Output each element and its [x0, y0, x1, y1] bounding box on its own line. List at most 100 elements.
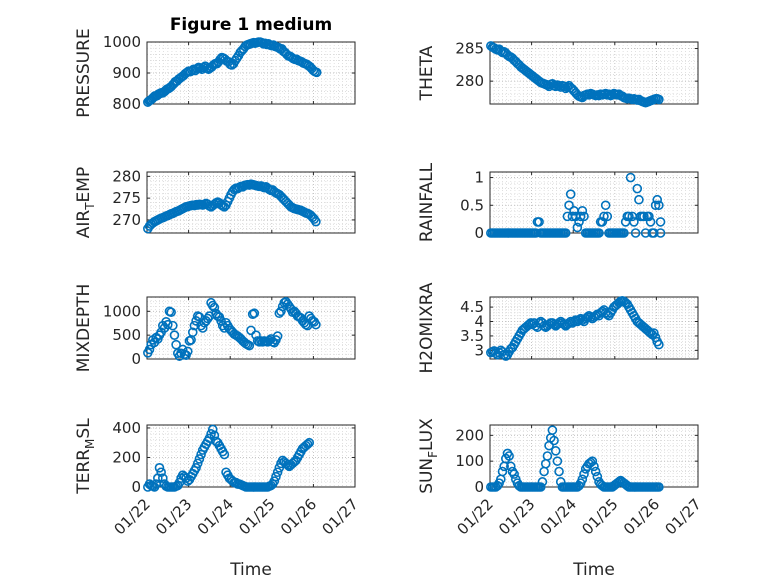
y-axis-label-subscript: M: [83, 439, 97, 449]
data-point: [645, 217, 656, 227]
axes-box: [489, 296, 699, 360]
data-point: [575, 211, 586, 222]
data-point: [654, 94, 664, 105]
data-point: [276, 306, 286, 317]
y-tick-label: 3: [474, 341, 484, 359]
data-point: [244, 340, 255, 351]
data-point: [207, 300, 218, 311]
y-axis-label: TERRMSL: [74, 418, 97, 495]
y-tick-label: 0: [474, 224, 484, 242]
data-point: [632, 183, 643, 194]
data-point: [505, 461, 516, 472]
data-point: [594, 228, 604, 238]
x-axis-label-right: Time: [572, 560, 615, 580]
data-point: [182, 346, 193, 357]
subplot-air-temp: 270 275 280 AIRTEMP: [74, 167, 356, 238]
axes-box: [146, 296, 356, 360]
data-point: [311, 67, 322, 78]
data-point: [304, 437, 315, 448]
data-point: [509, 469, 519, 479]
y-axis-label: H2OMIXRA: [417, 282, 437, 373]
y-axis-label: MIXDEPTH: [74, 284, 94, 373]
data-point: [654, 200, 664, 211]
x-tick-label: 01/27: [319, 495, 362, 538]
subplot-mixdepth: 0 500 1000 MIXDEPTH: [74, 284, 356, 373]
subplot-theta: 280 285 THETA: [417, 40, 699, 108]
data-point: [272, 467, 283, 478]
y-tick-label: 0: [474, 478, 484, 496]
y-tick-label: 1: [474, 169, 484, 187]
data-point: [649, 228, 659, 238]
data-point: [554, 466, 564, 477]
data-point: [549, 435, 559, 446]
data-point: [655, 217, 666, 227]
data-point: [649, 328, 659, 338]
data-point: [542, 451, 553, 461]
y-axis-label: PRESSURE: [74, 28, 94, 117]
data-point: [207, 424, 218, 435]
data-point: [540, 458, 551, 469]
y-tick-label: 100: [455, 452, 484, 470]
y-tick-label: 270: [112, 211, 141, 229]
y-tick-label: 3.5: [460, 327, 484, 345]
data-point: [560, 228, 571, 238]
data-point: [574, 217, 584, 227]
x-axis-label-left: Time: [229, 560, 272, 580]
y-tick-label: 4: [474, 313, 484, 331]
data-point: [302, 439, 313, 449]
data-point: [577, 474, 588, 485]
subplot-pressure: 800 900 1000 PRESSURE: [74, 28, 356, 118]
x-tick-label: 01/26: [277, 495, 320, 538]
data-point: [272, 331, 283, 341]
data-point: [579, 469, 589, 479]
x-tick-label: 01/24: [194, 495, 237, 538]
data-point: [497, 466, 508, 477]
y-axis-label-main: TERR: [74, 449, 94, 495]
subplot-h2omixra: 33.544.5 H2OMIXRA: [417, 282, 699, 374]
y-axis-label-rest: SL: [74, 418, 94, 439]
axes-box: [146, 171, 356, 234]
y-tick-label: 800: [112, 95, 141, 113]
y-tick-label: 4.5: [460, 298, 484, 316]
data-point: [577, 206, 588, 216]
axes-box: [489, 41, 699, 105]
data-point: [602, 211, 613, 222]
data-point: [202, 313, 213, 324]
data-point: [634, 194, 644, 205]
y-axis-label-main: SUN: [417, 458, 437, 494]
data-point: [535, 482, 546, 492]
data-point: [171, 339, 181, 350]
data-point: [534, 217, 544, 227]
x-tick-label: 01/23: [495, 495, 538, 538]
data-point: [154, 463, 165, 473]
data-point: [574, 315, 584, 325]
data-point: [587, 456, 598, 466]
data-point: [249, 308, 260, 319]
y-tick-label: 275: [112, 189, 141, 207]
y-axis-label-rest: LUX: [417, 418, 437, 451]
figure-title: Figure 1 medium: [170, 15, 332, 35]
data-point: [592, 471, 603, 482]
y-axis-label: RAINFALL: [417, 162, 437, 242]
data-point: [624, 211, 634, 222]
data-point: [246, 325, 256, 336]
y-axis-label: THETA: [417, 45, 437, 101]
y-tick-label: 200: [112, 448, 141, 466]
data-point: [537, 477, 548, 487]
data-point: [564, 200, 574, 211]
data-point: [655, 228, 666, 238]
data-point: [192, 458, 203, 469]
data-point: [209, 302, 220, 313]
data-point: [191, 463, 201, 473]
y-tick-label: 1000: [103, 33, 141, 51]
data-point: [630, 228, 641, 238]
y-tick-label: 280: [455, 72, 484, 90]
data-point: [650, 200, 661, 211]
data-point: [589, 461, 599, 472]
data-point: [590, 310, 601, 321]
x-tick-label: 01/25: [578, 495, 621, 538]
